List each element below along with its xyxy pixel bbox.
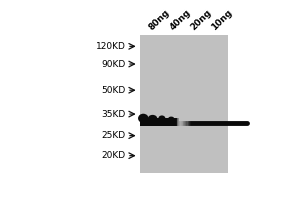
Bar [140,35,228,173]
Ellipse shape [148,115,157,122]
Ellipse shape [138,114,148,123]
Text: 35KD: 35KD [102,110,126,119]
Text: 50KD: 50KD [102,86,126,95]
Text: 20ng: 20ng [189,7,213,32]
Ellipse shape [168,117,174,120]
Text: 80ng: 80ng [147,7,171,32]
Text: 25KD: 25KD [102,131,126,140]
Text: 10ng: 10ng [210,7,234,32]
Bar [140,118,179,126]
Text: 20KD: 20KD [102,151,126,160]
Text: 40ng: 40ng [168,7,192,32]
Text: 90KD: 90KD [102,60,126,69]
Ellipse shape [158,115,165,121]
Text: 120KD: 120KD [96,42,126,51]
